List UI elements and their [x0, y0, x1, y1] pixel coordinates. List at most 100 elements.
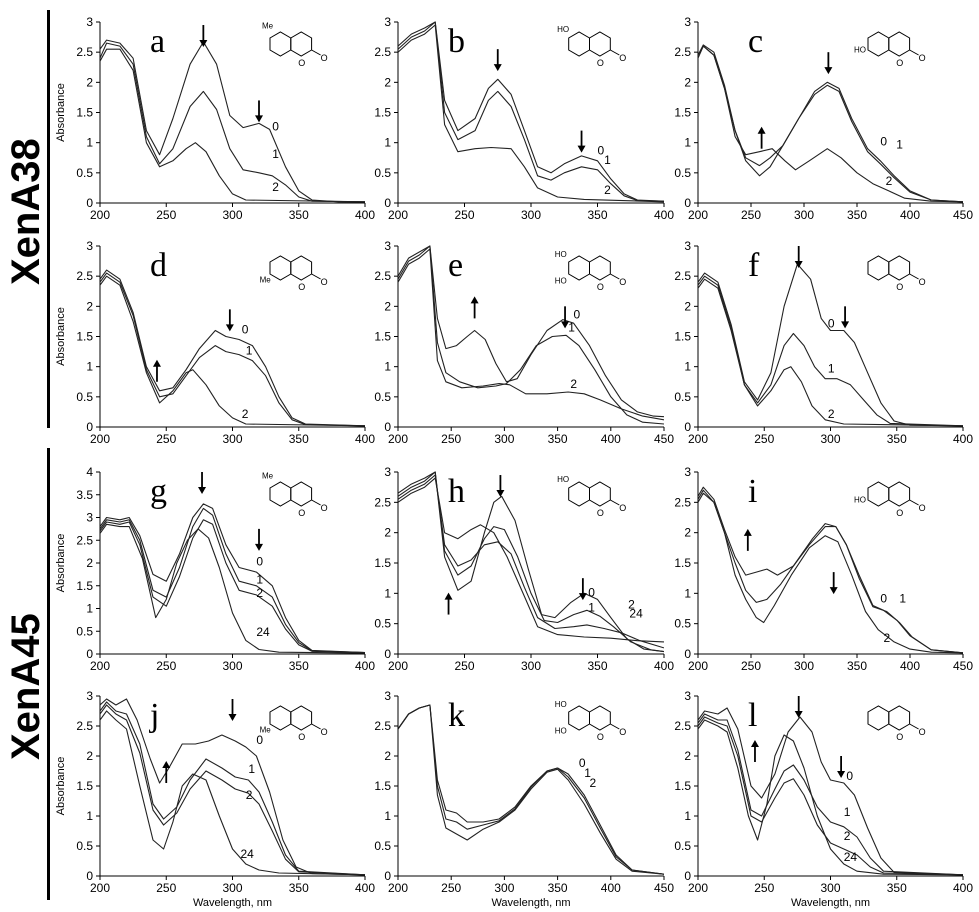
x-tick-label: 250 [156, 659, 176, 673]
y-tick-label: 0 [384, 420, 391, 434]
series-line-1 [100, 272, 365, 427]
y-tick-label: 3 [86, 689, 93, 703]
series-line-1 [100, 701, 365, 876]
y-tick-label: 3 [684, 465, 691, 479]
curve-label: 2 [570, 377, 577, 391]
x-tick-label: 200 [90, 659, 110, 673]
x-tick-label: 400 [900, 659, 920, 673]
arrow-up [750, 740, 759, 762]
y-tick-label: 1 [86, 602, 93, 616]
x-tick-label: 350 [289, 881, 309, 895]
panel-letter: j [149, 697, 159, 734]
structure-carbonyl [909, 273, 919, 280]
curve-label: 2 [256, 586, 263, 600]
y-tick-label: 1 [384, 136, 391, 150]
y-tick-label: 3 [384, 689, 391, 703]
structure-coumarin: OO [867, 705, 926, 742]
x-tick-label: 200 [688, 659, 708, 673]
structure-substituent: HO [555, 727, 567, 736]
x-tick-label: 250 [454, 659, 474, 673]
y-axis-label: Absorbance [55, 534, 67, 593]
x-tick-label: 400 [601, 432, 621, 446]
structure-atom-o: O [619, 503, 626, 513]
curve-label: 0 [828, 316, 835, 330]
y-tick-label: 0 [684, 196, 691, 210]
structure-atom-o-ring: O [597, 58, 604, 68]
x-tick-label: 350 [887, 881, 907, 895]
y-tick-label: 1 [684, 809, 691, 823]
structure-substituent: Me [262, 21, 274, 30]
arrow-down [794, 246, 803, 268]
arrow-down [824, 52, 833, 75]
structure-atom-o-ring: O [298, 282, 305, 292]
x-tick-label: 350 [289, 208, 309, 222]
curve-label: 0 [880, 591, 887, 605]
curve-label: 24 [240, 847, 254, 861]
panel-letter: g [150, 473, 167, 510]
structure-carbonyl [311, 499, 321, 506]
x-tick-label: 350 [587, 659, 607, 673]
structure-atom-o-ring: O [298, 732, 305, 742]
curve-label: 1 [272, 147, 279, 161]
y-tick-label: 1 [86, 360, 93, 374]
x-tick-label: 350 [289, 659, 309, 673]
arrow-up [152, 359, 161, 382]
series-line-1 [698, 275, 963, 427]
y-tick-label: 4 [86, 465, 93, 479]
structure-atom-o: O [321, 277, 328, 287]
y-tick-label: 3 [86, 15, 93, 29]
x-tick-label: 350 [289, 432, 309, 446]
y-axis-label: Absorbance [55, 757, 67, 816]
structure-atom-o: O [321, 503, 328, 513]
structure-ring-benzene [269, 31, 292, 57]
x-tick-label: 300 [794, 208, 814, 222]
panel-letter: i [748, 473, 757, 510]
panel-letter: c [748, 23, 763, 60]
arrow-up [444, 592, 453, 615]
arrow-down [577, 130, 586, 153]
structure-atom-o: O [321, 53, 328, 63]
y-tick-label: 1.5 [374, 330, 391, 344]
structure-carbonyl [610, 499, 620, 506]
arrow-up [743, 528, 752, 551]
series-line-2 [100, 48, 365, 203]
x-tick-label: 200 [90, 432, 110, 446]
y-tick-label: 1 [384, 586, 391, 600]
x-tick-label: 300 [820, 432, 840, 446]
structure-ring-benzene [867, 31, 890, 57]
y-tick-label: 1.5 [76, 330, 93, 344]
x-tick-label: 200 [388, 881, 408, 895]
curve-label: 1 [844, 805, 851, 819]
y-tick-label: 2.5 [674, 269, 691, 283]
curve-label: 1 [246, 344, 253, 358]
structure-ring-pyrone [290, 255, 313, 281]
curve-label: 24 [844, 850, 858, 864]
y-tick-label: 2.5 [674, 45, 691, 59]
x-tick-label: 450 [654, 881, 674, 895]
y-tick-label: 3 [384, 465, 391, 479]
x-tick-label: 300 [494, 881, 514, 895]
x-tick-label: 300 [222, 881, 242, 895]
y-tick-label: 3 [384, 15, 391, 29]
series-line-2 [398, 474, 664, 649]
structure-carbonyl [610, 273, 620, 280]
panel-letter: e [448, 247, 463, 284]
y-tick-label: 1 [86, 809, 93, 823]
structure-ring-benzene [269, 481, 292, 507]
curve-label: 0 [574, 307, 581, 321]
structure-ring-pyrone [589, 31, 611, 57]
y-tick-label: 1 [684, 360, 691, 374]
panel-letter: k [448, 697, 465, 734]
curve-label: 1 [588, 601, 595, 615]
x-tick-label: 250 [454, 208, 474, 222]
y-axis-label: Absorbance [55, 307, 67, 366]
x-axis-label: Wavelength, nm [791, 897, 870, 909]
series-line-2 [698, 716, 963, 876]
curve-label: 0 [256, 554, 263, 568]
curve-label: 0 [272, 120, 279, 134]
arrow-down [228, 699, 237, 721]
structure-substituent: HO [555, 277, 567, 286]
y-tick-label: 2.5 [374, 45, 391, 59]
series-line-2 [398, 248, 664, 421]
